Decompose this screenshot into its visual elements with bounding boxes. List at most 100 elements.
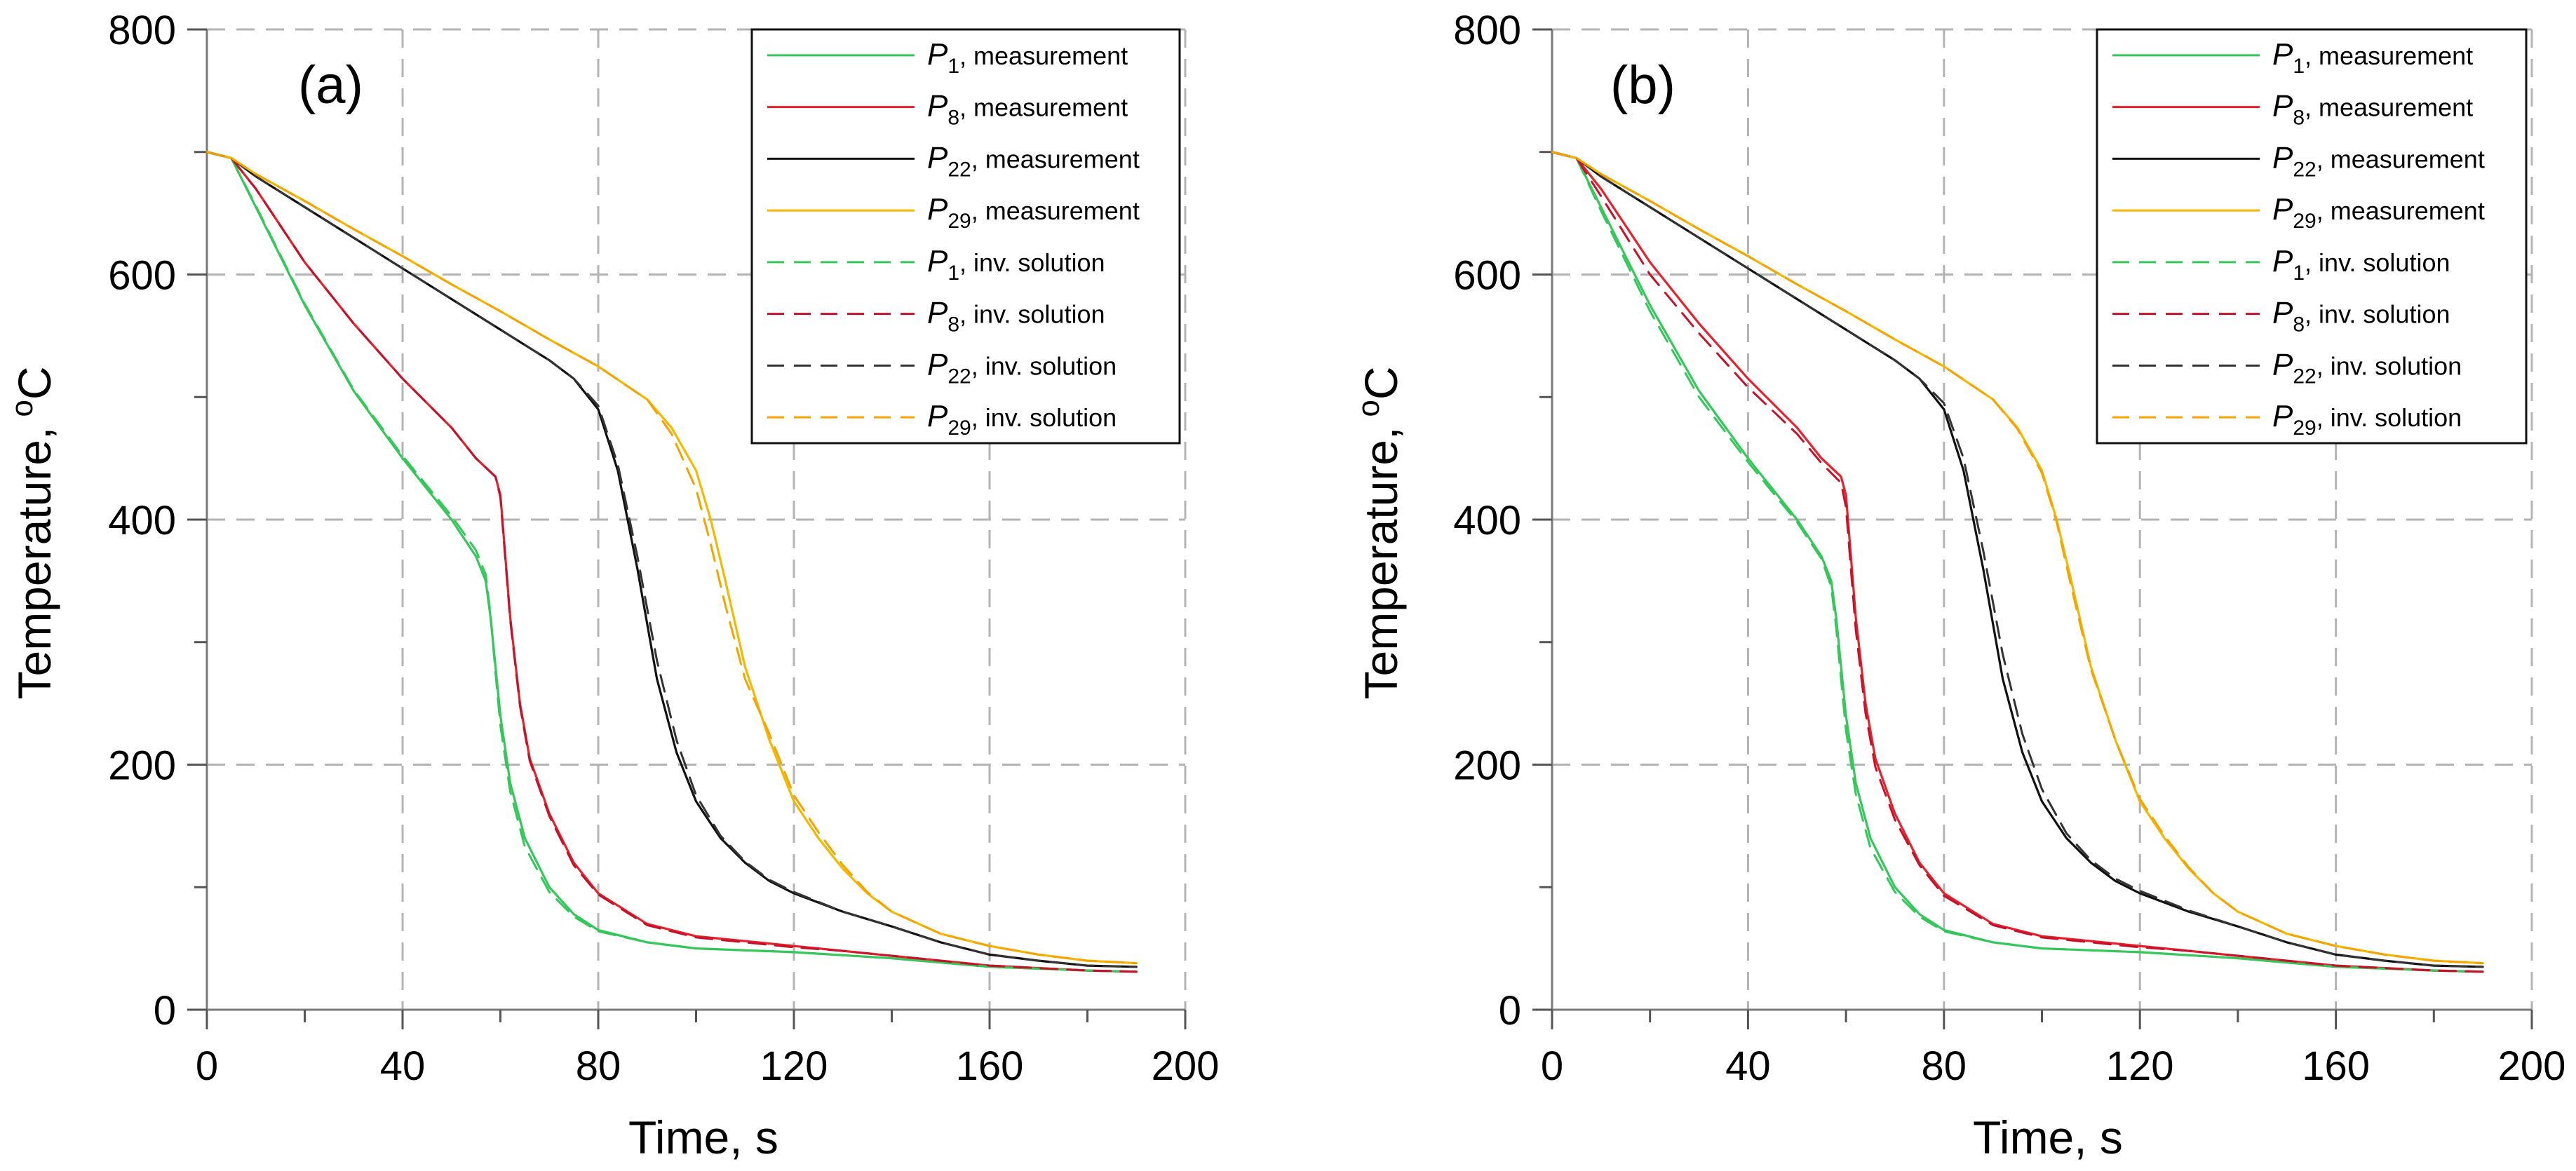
- x-tick-label: 0: [1541, 1043, 1563, 1089]
- x-tick-label: 0: [196, 1043, 218, 1089]
- legend-entry-p29-meas: P29, measurement: [2272, 192, 2485, 233]
- legend-description: , measurement: [959, 41, 1128, 70]
- legend-description: , inv. solution: [2305, 248, 2450, 277]
- legend-box: [750, 28, 1181, 445]
- y-tick-label: 0: [154, 988, 176, 1034]
- legend-subscript: 22: [948, 158, 971, 181]
- x-tick-label: 80: [576, 1043, 621, 1089]
- legend-box: [2096, 28, 2528, 445]
- series-line-p8-inv: [1551, 151, 2484, 973]
- series-line-p8-inv: [205, 151, 1138, 973]
- legend-symbol: P: [927, 192, 948, 226]
- legend-symbol: P: [2272, 192, 2293, 226]
- series-line-p1-inv: [205, 151, 1138, 973]
- legend-subscript: 22: [2293, 365, 2316, 388]
- legend-symbol: P: [2272, 140, 2293, 175]
- legend-symbol: P: [927, 347, 948, 381]
- x-tick-label: 80: [1922, 1043, 1967, 1089]
- legend-symbol: P: [927, 89, 948, 123]
- legend-subscript: 1: [948, 55, 959, 78]
- y-tick-label: 200: [1453, 743, 1521, 789]
- y-tick-label: 200: [108, 743, 176, 789]
- x-tick-label: 120: [2106, 1043, 2174, 1089]
- legend-entry-p29-meas: P29, measurement: [927, 192, 1140, 233]
- legend-description: , inv. solution: [2317, 351, 2462, 380]
- legend-entry-p8-inv: P8, inv. solution: [2272, 296, 2450, 337]
- legend-description: , measurement: [2305, 41, 2473, 70]
- y-axis-label-main: Temperature,: [1355, 427, 1407, 700]
- legend-entry-p1-meas: P1, measurement: [2272, 37, 2473, 78]
- y-axis-label-main: Temperature,: [8, 427, 60, 700]
- y-tick-label: 400: [108, 498, 176, 543]
- legend-entry-p22-inv: P22, inv. solution: [2272, 347, 2462, 388]
- y-axis-label: Temperature, oC: [1351, 366, 1407, 699]
- ticks: 0 40 80 120 160 200 0 200 400 600 800: [1453, 8, 2565, 1089]
- y-axis-label: Temperature, oC: [5, 366, 60, 699]
- x-tick-label: 40: [380, 1043, 426, 1089]
- legend-description: , inv. solution: [971, 403, 1117, 432]
- legend-symbol: P: [2272, 347, 2293, 381]
- legend-description: , measurement: [2317, 144, 2485, 173]
- legend-subscript: 29: [948, 417, 971, 440]
- y-axis-label-unit: C: [8, 366, 60, 400]
- legend-subscript: 29: [948, 210, 971, 233]
- y-axis-label-unit: C: [1355, 366, 1407, 400]
- legend-symbol: P: [2272, 399, 2293, 433]
- legend-subscript: 8: [2293, 313, 2305, 337]
- series-lines: [205, 151, 1138, 973]
- legend-entry-p8-meas: P8, measurement: [927, 89, 1128, 130]
- legend-description: , measurement: [2317, 196, 2485, 225]
- panel-label: (b): [1610, 55, 1675, 115]
- legend-subscript: 1: [948, 262, 959, 285]
- series-line-p1-inv: [1551, 151, 2484, 973]
- legend-symbol: P: [2272, 37, 2293, 72]
- legend-subscript: 1: [2293, 55, 2305, 78]
- legend-entry-p22-inv: P22, inv. solution: [927, 347, 1117, 388]
- legend-description: , measurement: [971, 144, 1140, 173]
- x-axis-label: Time, s: [1973, 1111, 2123, 1163]
- legend-description: , inv. solution: [959, 300, 1105, 329]
- legend-entry-p1-meas: P1, measurement: [927, 37, 1128, 78]
- x-tick-label: 200: [2498, 1043, 2566, 1089]
- legend-symbol: P: [2272, 244, 2293, 278]
- legend-description: , measurement: [959, 93, 1128, 122]
- legend-symbol: P: [2272, 296, 2293, 330]
- legend-subscript: 29: [2293, 417, 2316, 440]
- y-tick-label: 400: [1453, 498, 1521, 543]
- legend-subscript: 22: [948, 365, 971, 388]
- legend-entry-p8-meas: P8, measurement: [2272, 89, 2473, 130]
- legend-entry-p29-inv: P29, inv. solution: [2272, 399, 2462, 440]
- y-axis-label-superscript: o: [5, 400, 39, 417]
- y-tick-label: 600: [1453, 253, 1521, 299]
- x-tick-label: 160: [2302, 1043, 2370, 1089]
- legend-entry-p22-meas: P22, measurement: [2272, 140, 2485, 181]
- legend-description: , inv. solution: [2305, 300, 2450, 329]
- series-line-p29-inv: [1551, 151, 2484, 965]
- y-tick-label: 600: [108, 253, 176, 299]
- legend-entry-p22-meas: P22, measurement: [927, 140, 1140, 181]
- legend-entry-p1-inv: P1, inv. solution: [2272, 244, 2450, 285]
- legend-subscript: 22: [2293, 158, 2316, 181]
- series-line-p22-inv: [1551, 151, 2484, 968]
- legend-description: , measurement: [2305, 93, 2473, 122]
- legend-symbol: P: [927, 296, 948, 330]
- panel-label: (a): [298, 55, 363, 115]
- legend-symbol: P: [927, 140, 948, 175]
- legend-description: , inv. solution: [959, 248, 1105, 277]
- legend-description: , measurement: [971, 196, 1140, 225]
- legend-description: , inv. solution: [2317, 403, 2462, 432]
- series-line-p22-inv: [205, 151, 1138, 968]
- y-tick-label: 800: [108, 8, 176, 53]
- x-axis-label: Time, s: [628, 1111, 778, 1163]
- ticks: 0 40 80 120 160 200 0 200 400 600 800: [108, 8, 1219, 1089]
- y-axis-label-superscript: o: [1351, 400, 1386, 417]
- series-line-p29-inv: [205, 151, 1138, 965]
- legend-symbol: P: [927, 244, 948, 278]
- legend-entry-p8-inv: P8, inv. solution: [927, 296, 1105, 337]
- series-lines: [1551, 151, 2484, 973]
